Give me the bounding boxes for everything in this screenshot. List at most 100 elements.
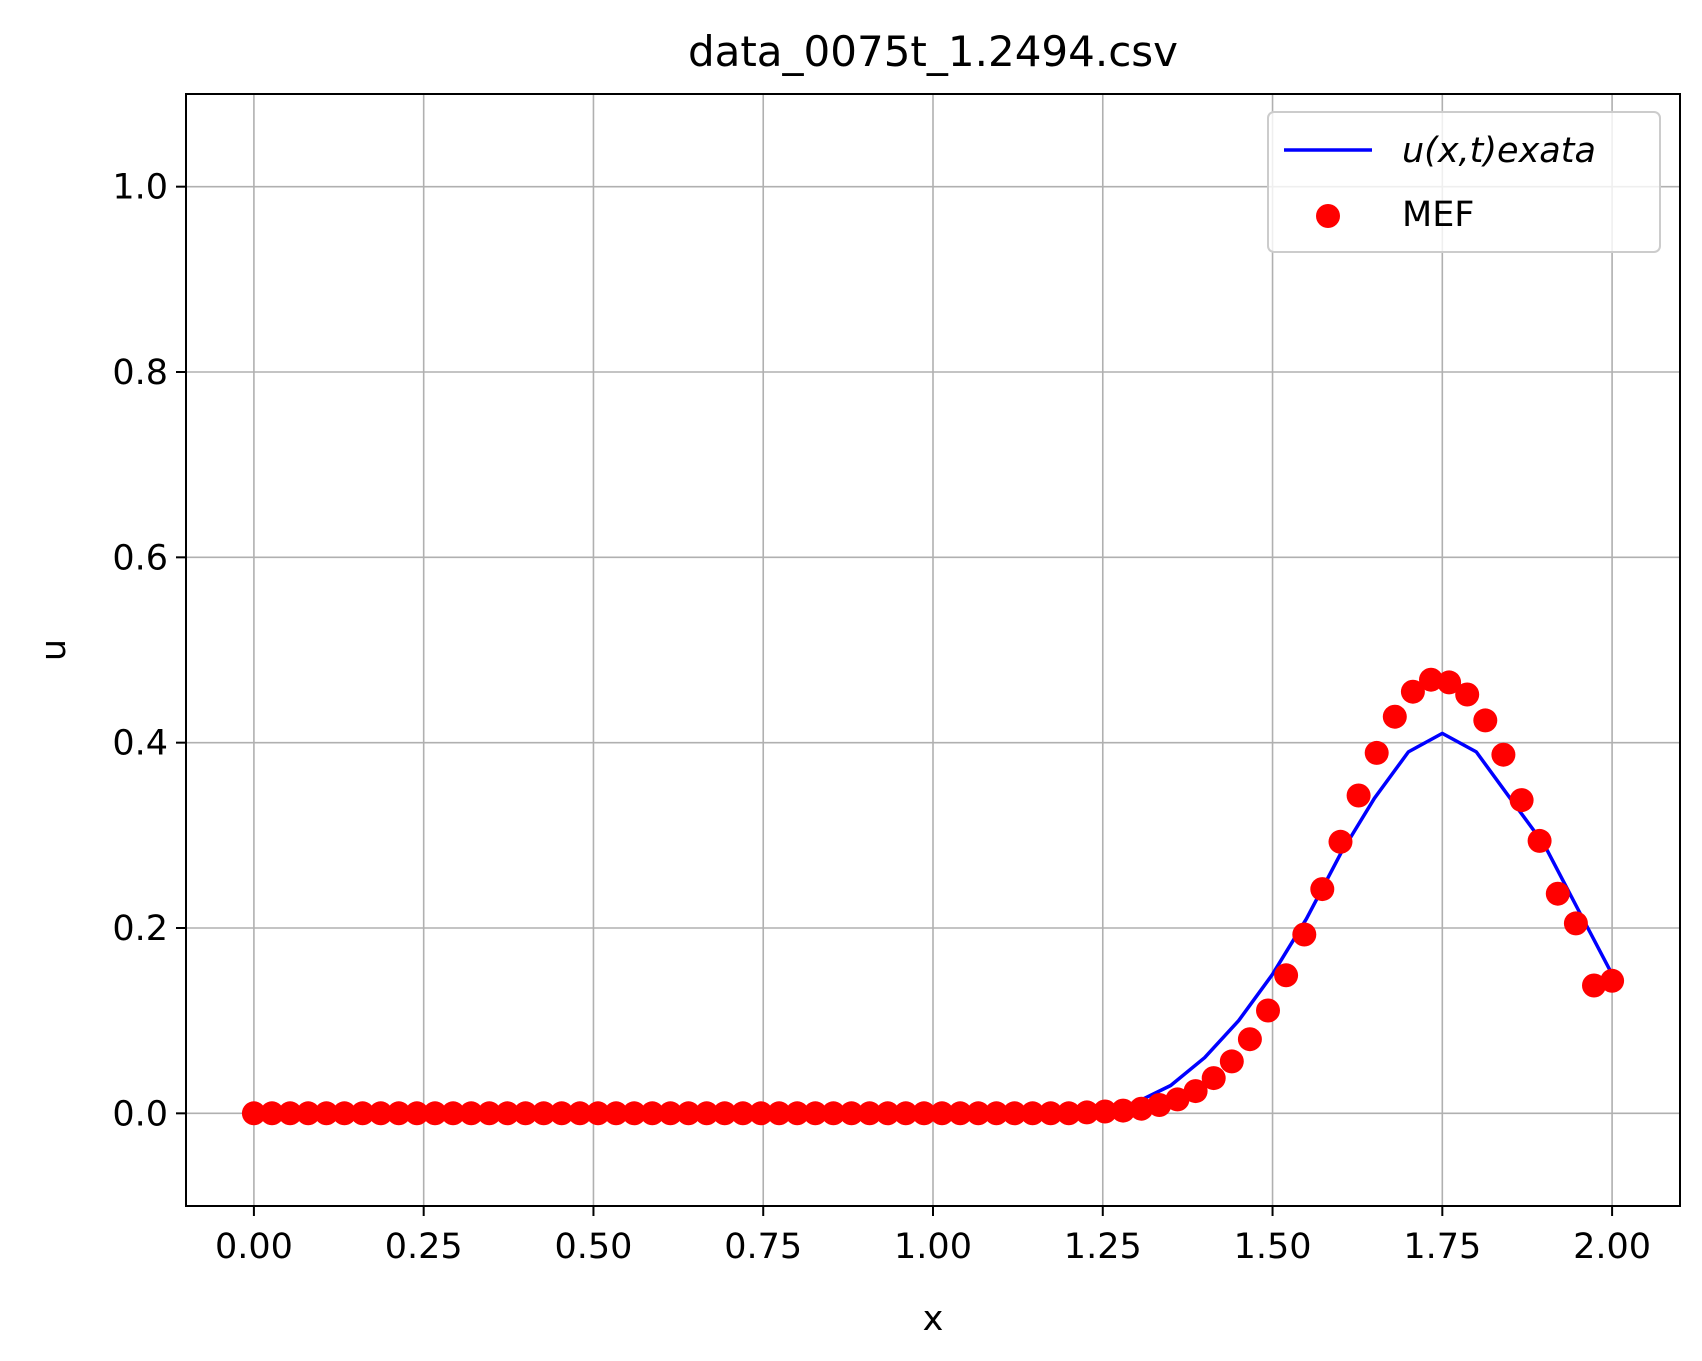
mef-point <box>1274 963 1299 988</box>
mef-point <box>1455 682 1480 707</box>
mef-point <box>948 1101 973 1126</box>
y-tick-label: 0.8 <box>112 353 168 393</box>
legend-label-mef: MEF <box>1402 195 1474 235</box>
chart-title: data_0075t_1.2494.csv <box>688 27 1178 76</box>
mef-point <box>567 1101 592 1126</box>
y-tick-label: 0.2 <box>112 909 168 949</box>
legend-box <box>1267 111 1661 253</box>
mef-point <box>1165 1087 1190 1112</box>
mef-point <box>1527 828 1552 853</box>
mef-point <box>386 1101 411 1126</box>
x-tick-label: 0.25 <box>385 1227 463 1267</box>
mef-point <box>1002 1101 1027 1126</box>
mef-point <box>314 1101 339 1126</box>
mef-point <box>966 1101 991 1126</box>
mef-point <box>1437 670 1462 695</box>
mef-point <box>1219 1049 1244 1074</box>
mef-point <box>749 1101 773 1126</box>
mef-point <box>1147 1093 1172 1117</box>
mef-point <box>984 1101 1009 1126</box>
mef-point <box>1400 679 1425 704</box>
x-tick-label: 0.00 <box>215 1227 293 1267</box>
mef-point <box>767 1101 792 1126</box>
legend: u(x,t)exata MEF <box>1267 111 1661 253</box>
x-axis-label: x <box>923 1299 944 1339</box>
mef-point <box>1129 1096 1154 1121</box>
x-tick-label: 1.50 <box>1234 1227 1312 1267</box>
mef-point <box>1419 667 1443 692</box>
x-tick-label: 2.00 <box>1573 1227 1651 1267</box>
mef-point <box>1491 742 1516 767</box>
x-tick-label: 1.00 <box>894 1227 972 1267</box>
series-layer <box>241 667 1625 1126</box>
mef-point <box>278 1101 303 1126</box>
mef-point <box>1074 1100 1099 1125</box>
mef-point <box>1473 708 1498 733</box>
mef-point <box>803 1101 828 1126</box>
mef-point <box>260 1101 284 1126</box>
mef-point <box>1310 877 1335 902</box>
mef-point <box>640 1101 665 1126</box>
mef-point <box>658 1101 683 1126</box>
mef-point <box>586 1101 610 1126</box>
y-axis-label: u <box>34 639 74 661</box>
mef-point <box>1582 973 1606 998</box>
mef-point <box>912 1101 936 1126</box>
mef-point <box>712 1101 737 1126</box>
mef-point <box>1256 998 1280 1023</box>
mef-point <box>1292 922 1317 947</box>
mef-point <box>459 1101 484 1126</box>
mef-point <box>531 1101 556 1126</box>
y-axis-ticks: 0.0 0.2 0.4 0.6 0.8 1.0 <box>112 168 186 1134</box>
mef-point <box>821 1101 846 1126</box>
y-tick-label: 0.0 <box>112 1094 168 1134</box>
mef-point <box>785 1101 810 1126</box>
x-tick-label: 0.50 <box>554 1227 632 1267</box>
mef-point <box>332 1101 357 1126</box>
mef-point <box>1509 788 1534 813</box>
mef-point <box>350 1101 375 1126</box>
mef-point <box>477 1101 502 1126</box>
mef-point <box>1183 1079 1208 1104</box>
y-tick-label: 0.6 <box>112 538 168 578</box>
mef-point <box>1093 1099 1117 1124</box>
legend-label-exact: u(x,t)exata <box>1402 131 1596 171</box>
mef-point <box>893 1101 918 1126</box>
mef-point <box>513 1101 538 1126</box>
mef-point <box>1346 783 1371 808</box>
mef-point <box>1563 911 1588 936</box>
x-tick-label: 0.75 <box>724 1227 802 1267</box>
mef-point <box>604 1101 629 1126</box>
mef-point <box>694 1101 719 1126</box>
mef-point <box>1056 1101 1081 1126</box>
x-tick-label: 1.75 <box>1403 1227 1481 1267</box>
mef-point <box>1382 704 1407 729</box>
mef-point <box>622 1101 647 1126</box>
mef-point <box>930 1101 954 1126</box>
legend-dot-marker <box>1316 204 1340 228</box>
mef-point <box>730 1101 755 1126</box>
mef-point <box>1038 1101 1063 1126</box>
mef-point <box>857 1101 882 1126</box>
y-tick-label: 0.4 <box>112 724 168 764</box>
mef-point <box>839 1101 864 1126</box>
mef-point <box>1020 1101 1045 1126</box>
y-tick-label: 1.0 <box>112 168 168 208</box>
mef-point <box>1545 881 1570 906</box>
mef-point <box>549 1101 574 1126</box>
mef-point <box>875 1101 900 1126</box>
mef-point <box>296 1101 321 1126</box>
x-axis-ticks: 0.00 0.25 0.50 0.75 1.00 1.25 1.50 1.75 2.00 <box>215 1206 1651 1267</box>
mef-point <box>441 1101 466 1126</box>
mef-point <box>495 1101 520 1126</box>
mef-point <box>404 1101 429 1126</box>
mef-point <box>368 1101 393 1126</box>
mef-point <box>676 1101 701 1126</box>
mef-point <box>1111 1098 1136 1123</box>
mef-point <box>1237 1027 1262 1052</box>
mef-point <box>1600 968 1625 993</box>
mef-point <box>1201 1066 1226 1091</box>
mef-point <box>1328 829 1353 854</box>
mef-point <box>423 1101 447 1126</box>
